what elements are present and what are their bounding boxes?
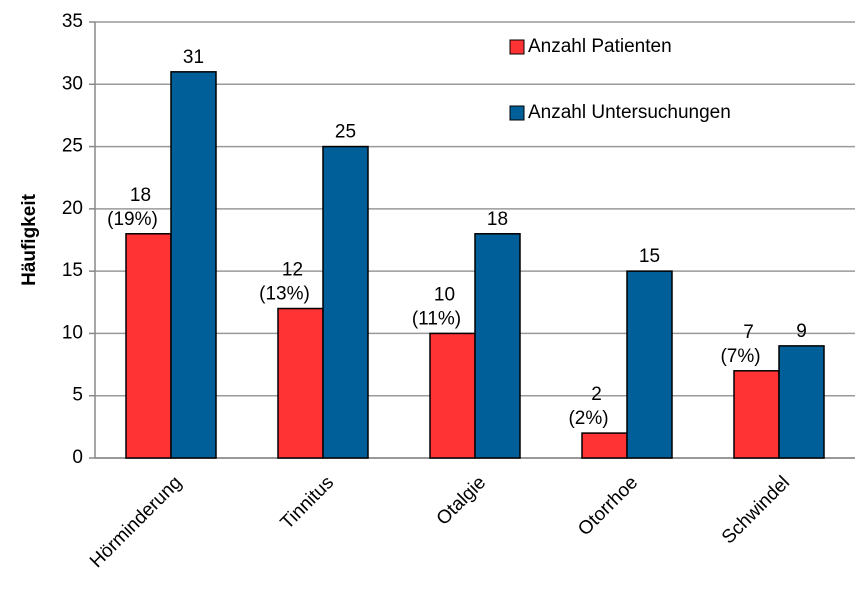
data-label: (13%)	[259, 284, 310, 305]
bar	[170, 71, 217, 459]
bar	[322, 145, 369, 459]
data-label: 10	[434, 284, 455, 305]
data-label: 25	[335, 122, 356, 143]
y-tick-label: 25	[62, 136, 83, 157]
bar	[733, 370, 780, 459]
legend-label: Anzahl Untersuchungen	[528, 102, 731, 123]
y-tick-label: 30	[62, 73, 83, 94]
data-label: 31	[183, 47, 204, 68]
y-tick-label: 5	[72, 385, 83, 406]
data-label: (7%)	[720, 346, 760, 367]
bar	[125, 233, 172, 459]
legend-swatch	[509, 105, 525, 121]
bar	[429, 332, 476, 459]
bar	[626, 270, 673, 459]
y-axis-label: Häufigkeit	[19, 193, 40, 286]
data-label: (19%)	[107, 209, 158, 230]
x-tick-label: Otorrhoe	[574, 472, 642, 540]
y-tick-label: 10	[62, 322, 83, 343]
x-tick-label: Tinnitus	[277, 472, 338, 533]
data-label: 12	[282, 260, 303, 281]
y-tick-label: 20	[62, 198, 83, 219]
data-label: 9	[796, 321, 807, 342]
x-tick-label: Otalgie	[433, 472, 490, 529]
legend-label: Anzahl Patienten	[528, 36, 672, 57]
x-tick-label: Schwindel	[718, 472, 794, 548]
bar	[277, 307, 324, 459]
x-tick-label: Hörminderung	[86, 472, 186, 572]
data-label: 18	[487, 209, 508, 230]
y-tick-label: 0	[72, 447, 83, 468]
y-tick-label: 15	[62, 260, 83, 281]
bar	[581, 432, 628, 459]
bar	[474, 233, 521, 459]
data-label: 7	[743, 322, 754, 343]
bar	[778, 345, 825, 459]
data-label: (2%)	[568, 408, 608, 429]
legend-swatch	[509, 39, 525, 55]
data-label: 2	[591, 384, 602, 405]
data-label: 18	[130, 185, 151, 206]
data-label: (11%)	[412, 308, 461, 329]
data-label: 15	[639, 246, 660, 267]
y-tick-label: 35	[62, 11, 83, 32]
